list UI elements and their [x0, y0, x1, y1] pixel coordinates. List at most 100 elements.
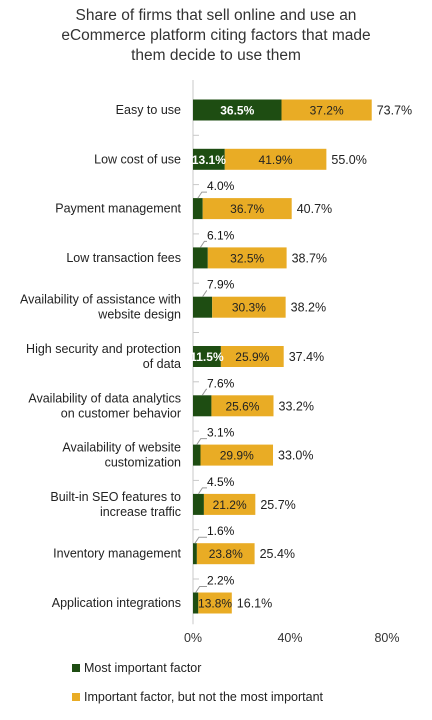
- bar-label-most-important: 4.5%: [207, 475, 235, 489]
- bar-label-important: 32.5%: [230, 251, 264, 265]
- bar-most-important: [193, 493, 204, 515]
- bar-label-most-important: 7.6%: [207, 376, 235, 390]
- bar-label-most-important: 2.2%: [207, 574, 235, 588]
- bar-label-most-important: 6.1%: [207, 228, 235, 242]
- total-label: 73.7%: [377, 104, 412, 118]
- callout-leader: [197, 191, 207, 199]
- category-label-line: Built-in SEO features to: [50, 490, 181, 504]
- total-label: 25.7%: [260, 498, 295, 512]
- category-label-line: High security and protection: [26, 342, 181, 356]
- callout-leader: [199, 240, 207, 248]
- category-label: Availability of website customization: [62, 441, 181, 470]
- category-label-line: Availability of assistance with: [20, 293, 181, 307]
- bar-important: [207, 247, 287, 269]
- x-tick-label: 80%: [374, 631, 399, 645]
- bar-important: [224, 148, 327, 170]
- total-label: 55.0%: [331, 153, 366, 167]
- bar-most-important: [193, 99, 282, 121]
- category-label: Payment management: [55, 202, 181, 216]
- category-label-line: Inventory management: [53, 547, 181, 561]
- x-tick-label: 0%: [184, 631, 202, 645]
- bar-label-most-important: 7.9%: [207, 278, 235, 292]
- bar-label-important: 41.9%: [259, 153, 293, 167]
- bar-important: [211, 395, 274, 417]
- bar-most-important: [193, 444, 201, 466]
- bar-label-most-important: 4.0%: [207, 179, 235, 193]
- bar-label-most-important: 13.1%: [192, 153, 226, 167]
- category-label-line: increase traffic: [100, 505, 181, 519]
- category-label: Easy to use: [116, 103, 181, 117]
- bar-important: [196, 543, 255, 565]
- total-label: 33.2%: [279, 399, 314, 413]
- category-label-line: of data: [143, 357, 181, 371]
- bar-most-important: [193, 543, 197, 565]
- bar-most-important: [193, 247, 208, 269]
- bar-most-important: [193, 296, 213, 318]
- category-label: Availability of assistance with website d…: [20, 293, 181, 322]
- legend-label-important: Important factor, but not the most impor…: [84, 690, 324, 704]
- bar-label-most-important: 11.5%: [190, 350, 224, 364]
- callout-leader: [201, 388, 207, 396]
- legend-swatch-most-important: [72, 664, 80, 672]
- category-label-line: Payment management: [55, 202, 181, 216]
- category-label-line: website design: [97, 308, 181, 322]
- chart-title-line: eCommerce platform citing factors that m…: [61, 27, 371, 44]
- bar-label-most-important: 3.1%: [207, 426, 235, 440]
- bar-label-most-important: 36.5%: [220, 104, 254, 118]
- bar-label-important: 25.9%: [235, 350, 269, 364]
- category-label-line: Low transaction fees: [66, 251, 181, 265]
- bar-most-important: [193, 198, 203, 220]
- bar-most-important: [193, 395, 212, 417]
- total-label: 33.0%: [278, 449, 313, 463]
- category-label: Built-in SEO features to increase traffic: [50, 490, 181, 519]
- category-label-line: Availability of data analytics: [28, 391, 181, 405]
- category-label-line: Low cost of use: [94, 152, 181, 166]
- chart-title-line: them decide to use them: [131, 47, 301, 64]
- bar-important: [202, 198, 292, 220]
- category-label-line: Easy to use: [116, 103, 181, 117]
- total-label: 16.1%: [237, 597, 272, 611]
- bar-label-important: 25.6%: [225, 399, 259, 413]
- bar-important: [220, 346, 284, 367]
- bar-important: [198, 592, 232, 614]
- category-label: Low cost of use: [94, 152, 181, 166]
- callout-leader: [202, 290, 207, 297]
- category-label: Availability of data analytics on custome…: [28, 391, 181, 420]
- category-label-line: customization: [105, 456, 181, 470]
- total-label: 37.4%: [289, 350, 324, 364]
- bar-label-important: 37.2%: [310, 104, 344, 118]
- callout-leader: [194, 536, 207, 544]
- bar-important: [203, 493, 256, 515]
- callout-leader: [196, 438, 207, 445]
- bar-label-important: 21.2%: [213, 498, 247, 512]
- bar-label-important: 29.9%: [220, 449, 254, 463]
- chart-title-line: Share of firms that sell online and use …: [75, 7, 357, 24]
- category-label: Inventory management: [53, 547, 181, 561]
- bar-important: [212, 296, 286, 318]
- x-tick-label: 40%: [277, 631, 302, 645]
- bar-label-most-important: 1.6%: [207, 524, 235, 538]
- legend-label-most-important: Most important factor: [84, 661, 201, 675]
- bar-label-important: 13.8%: [198, 597, 232, 611]
- total-label: 40.7%: [297, 202, 332, 216]
- category-label: High security and protection of data: [26, 342, 181, 371]
- bar-label-important: 30.3%: [232, 301, 266, 315]
- total-label: 38.7%: [292, 251, 327, 265]
- bar-label-important: 36.7%: [230, 202, 264, 216]
- category-label-line: Availability of website: [62, 441, 181, 455]
- bar-label-important: 23.8%: [209, 547, 243, 561]
- category-label-line: Application integrations: [52, 596, 181, 610]
- bar-most-important: [193, 148, 225, 170]
- category-label: Application integrations: [52, 596, 181, 610]
- bar-most-important: [193, 346, 221, 367]
- total-label: 25.4%: [260, 547, 295, 561]
- callout-leader: [195, 586, 207, 593]
- legend-swatch-important: [72, 693, 80, 701]
- bar-most-important: [193, 592, 199, 614]
- category-label: Low transaction fees: [66, 251, 181, 265]
- total-label: 38.2%: [291, 301, 326, 315]
- bar-important: [281, 99, 372, 121]
- bar-important: [200, 444, 274, 466]
- chart-title: Share of firms that sell online and use …: [0, 6, 432, 66]
